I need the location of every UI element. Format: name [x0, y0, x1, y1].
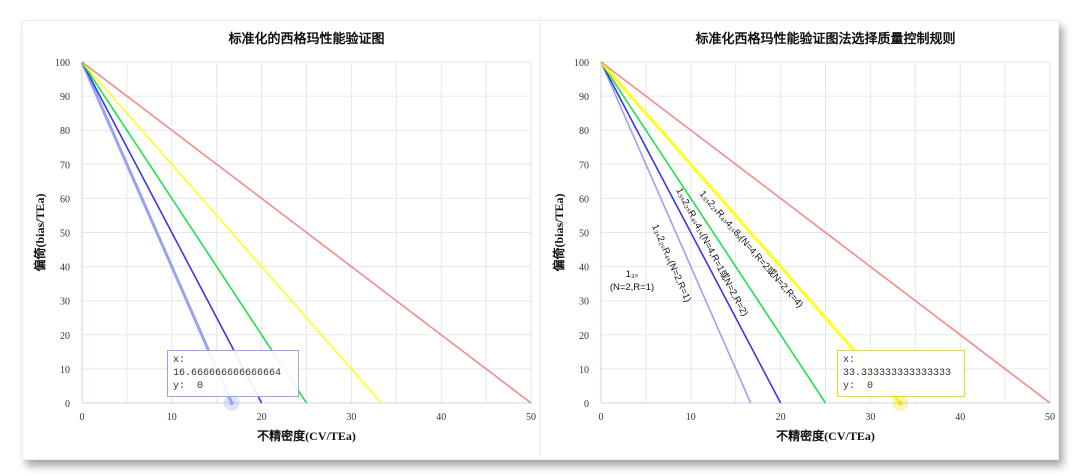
series-line-yellow [599, 61, 902, 404]
y-tick-label: 80 [60, 126, 70, 137]
y-tick-label: 20 [60, 331, 70, 342]
x-tick-label: 50 [1045, 412, 1055, 423]
y-tick-label: 10 [579, 365, 589, 376]
y-tick-label: 50 [579, 229, 589, 240]
y-tick-label: 90 [60, 92, 70, 103]
x-tick-label: 30 [865, 412, 875, 423]
x-tick-label: 40 [436, 412, 446, 423]
y-tick-label: 40 [60, 263, 70, 274]
series-line-blue [81, 61, 263, 404]
x-tick-label: 50 [526, 412, 536, 423]
y-tick-label: 30 [60, 297, 70, 308]
y-tick-label: 0 [584, 399, 589, 410]
annotation-1-3s: 1₃ₛ [626, 269, 639, 280]
y-tick-label: 70 [579, 160, 589, 171]
y-tick-label: 10 [60, 365, 70, 376]
y-tick-label: 30 [579, 297, 589, 308]
y-tick-label: 100 [55, 58, 70, 69]
x-axis-label: 不精密度(CV/TEa) [776, 428, 875, 443]
tooltip-point [229, 401, 234, 405]
y-tick-label: 60 [579, 194, 589, 205]
chart-title: 标准化的西格玛性能验证图 [227, 31, 384, 47]
tooltip-y-value: 0 [197, 381, 204, 392]
y-tick-label: 80 [579, 126, 589, 137]
x-tick-label: 20 [776, 412, 786, 423]
y-axis-label: 偏倚(bias/TEa) [32, 193, 47, 271]
y-tick-label: 60 [60, 194, 70, 205]
x-tick-label: 30 [346, 412, 356, 423]
annotation-light-blue: 1₃ₛ2₂ₛR₄ₛ(N=2,R=1) [649, 223, 693, 304]
tooltip-point [898, 401, 903, 405]
x-tick-label: 20 [257, 412, 267, 423]
x-tick-label: 10 [686, 412, 696, 423]
x-tick-label: 0 [599, 412, 604, 423]
series-line-green [81, 61, 308, 404]
y-tick-label: 90 [579, 92, 589, 103]
series-line-light-blue [80, 61, 234, 404]
tooltip-x-value: 16.666666666666664 [173, 368, 282, 379]
tooltip-left: x: 16.666666666666664 y: 0 [167, 350, 299, 397]
series-line-light-blue [600, 61, 752, 404]
x-axis-label: 不精密度(CV/TEa) [257, 428, 356, 443]
tooltip-y-value: 0 [867, 381, 874, 392]
tooltip-x-label: x: [173, 355, 186, 366]
tooltip-y-label: y: [173, 381, 186, 392]
y-tick-label: 40 [579, 263, 589, 274]
y-axis-label: 偏倚(bias/TEa) [551, 193, 566, 271]
series-line-green [600, 61, 827, 404]
y-tick-label: 50 [60, 229, 70, 240]
y-tick-label: 70 [60, 160, 70, 171]
tooltip-x-value: 33.333333333333333 [843, 368, 952, 379]
y-tick-label: 20 [579, 331, 589, 342]
y-tick-label: 0 [65, 399, 70, 410]
y-tick-label: 100 [574, 58, 589, 69]
series-line-red [81, 61, 532, 404]
series-line-red [600, 61, 1051, 404]
series-line-yellow [81, 61, 382, 404]
tooltip-x-label: x: [843, 355, 856, 366]
tooltip-y-label: y: [843, 381, 856, 392]
series-line-blue [600, 61, 782, 404]
tooltip-right: x: 33.333333333333333 y: 0 [837, 350, 965, 397]
x-tick-label: 0 [80, 412, 85, 423]
annotation-1-3s-rule: (N=2,R=1) [610, 282, 654, 293]
x-tick-label: 40 [955, 412, 965, 423]
chart-title: 标准化西格玛性能验证图法选择质量控制规则 [694, 31, 955, 47]
x-tick-label: 10 [167, 412, 177, 423]
